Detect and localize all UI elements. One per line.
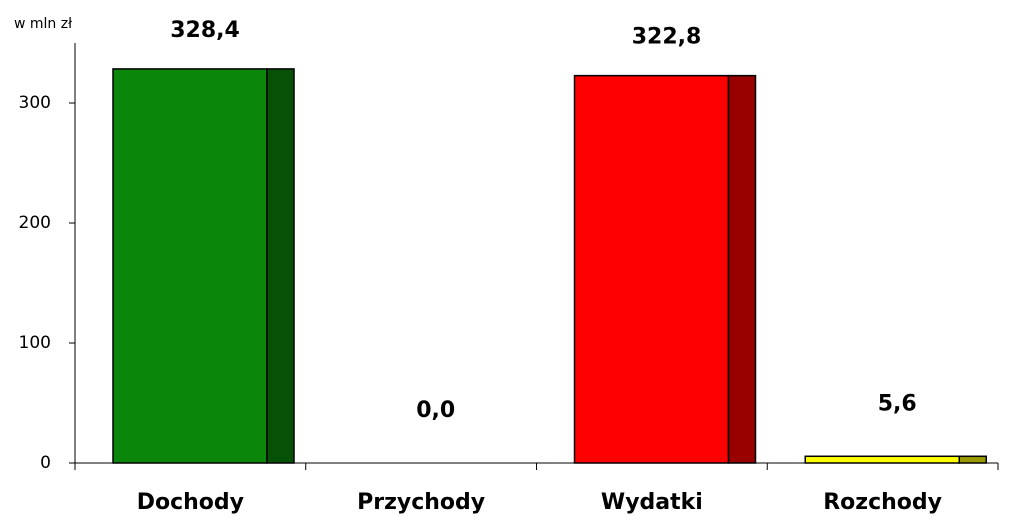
x-tick-label: Rozchody	[823, 490, 942, 515]
bar	[112, 68, 268, 464]
bar	[573, 74, 730, 464]
x-tick-label: Przychody	[357, 490, 485, 515]
bar-side	[266, 68, 295, 464]
value-label: 5,6	[878, 391, 917, 416]
x-tick-label: Dochody	[137, 490, 244, 515]
y-tick-label: 200	[19, 213, 51, 233]
value-label: 322,8	[632, 25, 702, 50]
bar-side	[958, 455, 987, 464]
y-tick-label: 100	[19, 333, 51, 353]
bar	[804, 455, 960, 464]
x-tick-label: Wydatki	[601, 490, 703, 515]
value-label: 0,0	[416, 398, 455, 423]
value-label: 328,4	[170, 18, 240, 43]
y-tick-label: 0	[40, 453, 51, 473]
y-tick-label: 300	[19, 93, 51, 113]
y-axis-label: w mln zł	[14, 16, 72, 32]
bar-side	[727, 74, 757, 464]
